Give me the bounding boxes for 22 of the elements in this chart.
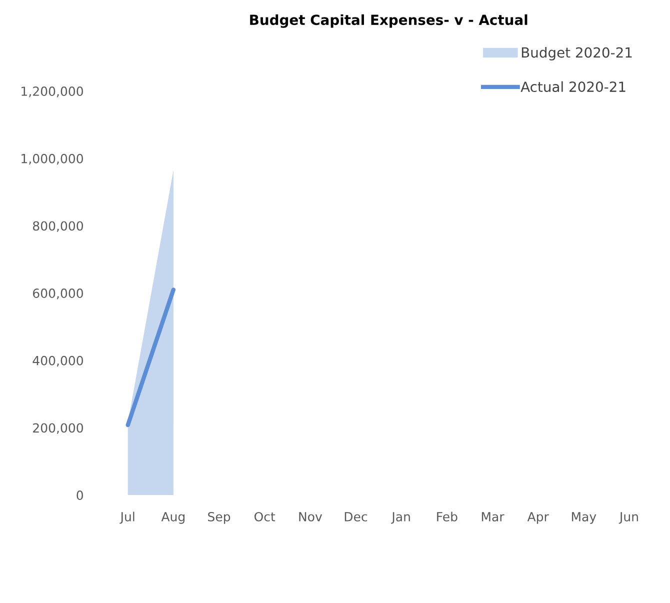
x-tick-label: Nov <box>299 512 322 522</box>
legend-label: Budget 2020-21 <box>522 46 632 60</box>
y-tick-label: 200,000 <box>33 423 84 434</box>
x-tick-label: Sep <box>208 512 230 524</box>
x-tick-label: Aug <box>161 512 184 524</box>
x-tick-label: Oct <box>254 512 276 522</box>
x-tick-label: Jun <box>618 512 638 524</box>
y-tick-label: 1,000,000 <box>22 154 84 165</box>
y-tick-label: 600,000 <box>33 288 84 300</box>
x-tick-label: May <box>572 512 596 524</box>
x-tick-label: Dec <box>344 512 368 522</box>
y-tick-label: 800,000 <box>32 221 84 232</box>
x-tick-label: Jan <box>391 512 410 524</box>
y-tick-label: 400,000 <box>32 356 84 367</box>
chart-title: Budget Capital Expenses- v - Actual <box>250 14 528 28</box>
x-tick-label: Jul <box>120 512 134 524</box>
x-tick-label: Apr <box>527 512 549 524</box>
x-tick-label: Mar <box>482 512 504 522</box>
y-tick-label: 1,200,000 <box>22 86 84 98</box>
y-tick-label: 0 <box>76 490 84 500</box>
legend-label: Actual 2020-21 <box>520 81 626 92</box>
x-tick-label: Feb <box>437 512 458 522</box>
